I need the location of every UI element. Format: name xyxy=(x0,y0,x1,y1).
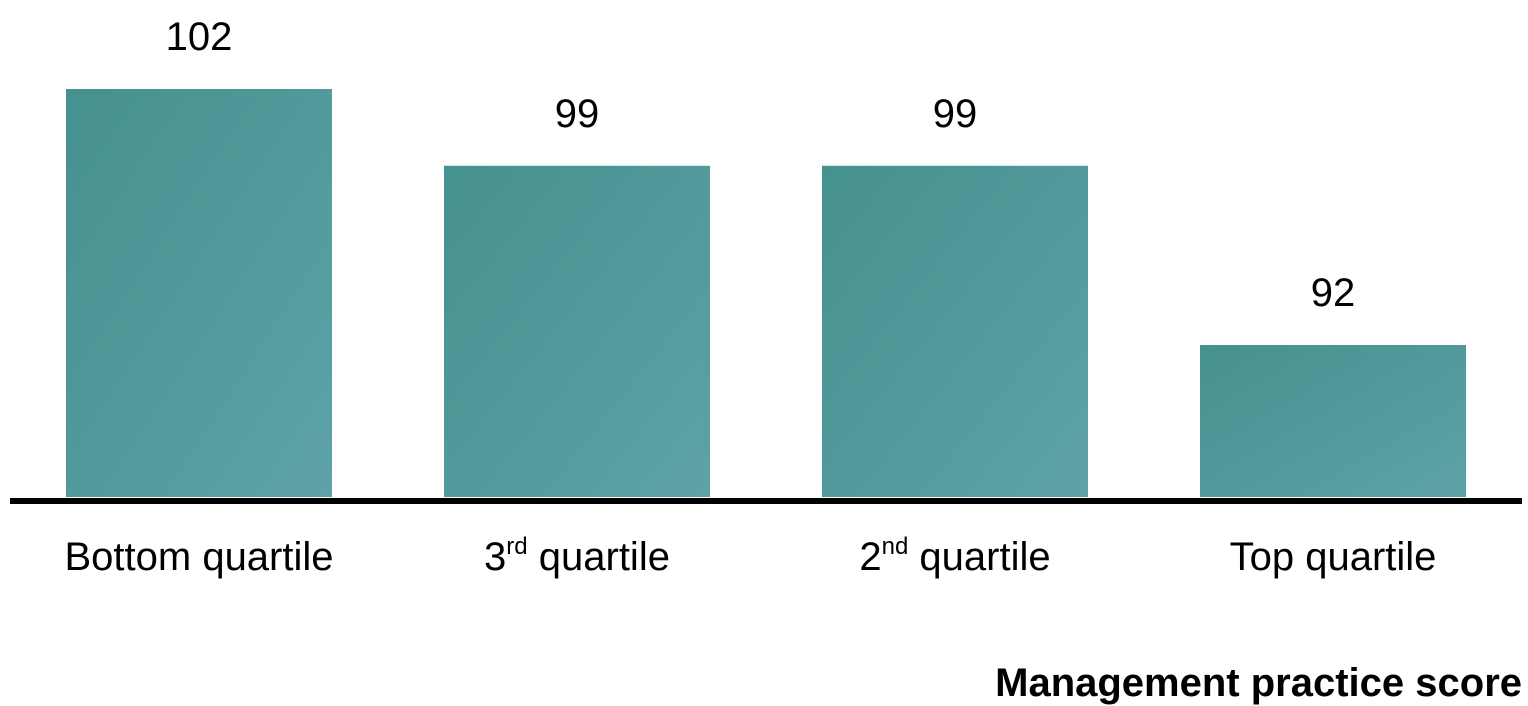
category-label-text: quartile xyxy=(908,535,1050,579)
category-label: 3rd quartile xyxy=(484,533,670,579)
category-label-text: Top quartile xyxy=(1230,535,1437,579)
category-label-text: 3 xyxy=(484,535,506,579)
bar-value-label: 99 xyxy=(933,92,978,136)
category-label-text: quartile xyxy=(528,535,670,579)
x-axis-title: Management practice score xyxy=(995,661,1522,705)
bar xyxy=(64,87,334,499)
bars-layer xyxy=(64,87,1468,500)
bar-value-label: 99 xyxy=(555,92,600,136)
category-label: 2nd quartile xyxy=(859,533,1050,579)
bar xyxy=(1198,343,1468,499)
category-label-text: Bottom quartile xyxy=(64,535,333,579)
bar xyxy=(442,163,712,500)
category-labels-layer: Bottom quartile 3rd quartile 2nd quartile T… xyxy=(64,533,1436,579)
category-label-superscript: rd xyxy=(506,533,527,560)
bar-value-label: 102 xyxy=(166,15,233,59)
bar xyxy=(820,163,1090,500)
category-label: Bottom quartile xyxy=(64,535,333,579)
category-label-text: 2 xyxy=(859,535,881,579)
bar-value-label: 92 xyxy=(1311,271,1356,315)
value-labels-layer: 102 99 99 92 xyxy=(166,15,1356,315)
category-label: Top quartile xyxy=(1230,535,1437,579)
category-label-superscript: nd xyxy=(882,533,909,560)
